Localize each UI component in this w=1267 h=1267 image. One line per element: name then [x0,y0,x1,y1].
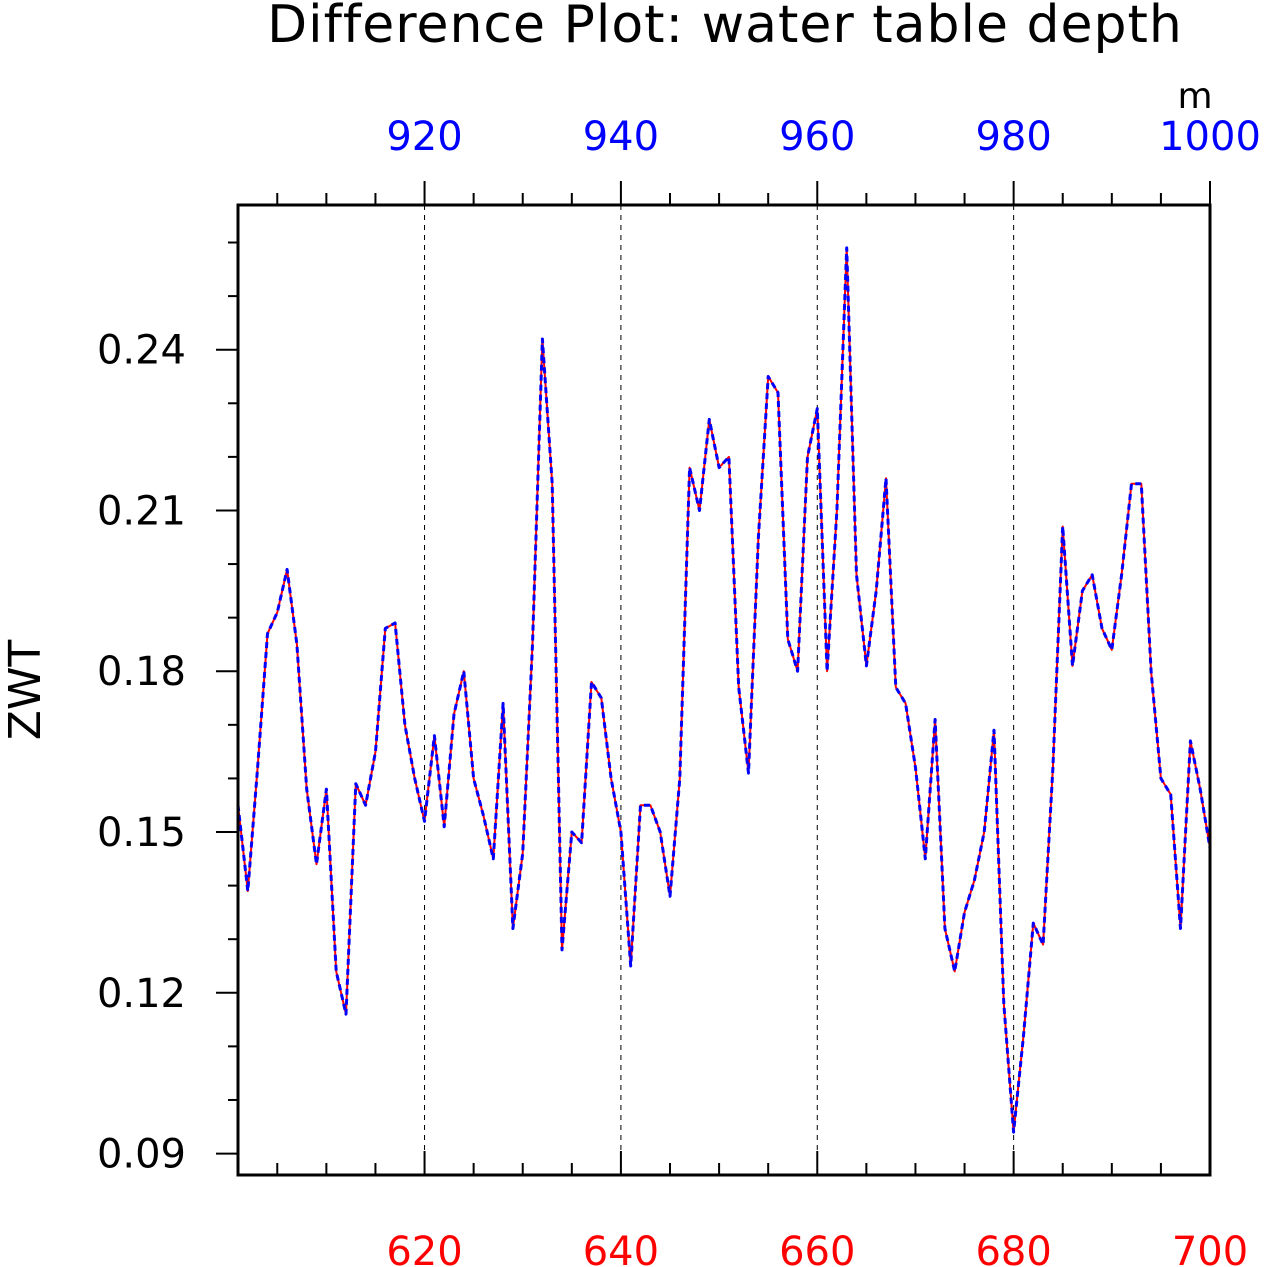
y-tick-label: 0.24 [97,328,186,374]
x-tick-label: 680 [975,1229,1051,1267]
grid-lines [424,205,1015,1175]
y-tick-label: 0.18 [97,649,186,695]
x-tick-label: 660 [779,1229,855,1267]
series-line-red [237,246,1211,1134]
x-tick-label: 700 [1172,1229,1248,1267]
x-top-tick-label: 960 [779,114,855,160]
y-tick-label: 0.21 [97,488,186,534]
x-top-tick-label: 920 [386,114,462,160]
y-tick-label: 0.12 [97,971,186,1017]
x-tick-label: 640 [583,1229,659,1267]
x-top-tick-label: 980 [975,114,1051,160]
series-line-blue-dashed [236,246,1212,1134]
series-lines [236,246,1212,1134]
x-top-tick-label: 940 [583,114,659,160]
y-axis-label: ZWT [0,640,51,741]
x-tick-label: 620 [386,1229,462,1267]
axis-ticks [216,181,1211,1175]
tick-labels: 620 640 660 680 700 920 940 960 980 1000 0.09 0.12 0… [97,114,1261,1267]
y-tick-label: 0.09 [97,1132,186,1178]
plot-frame [236,203,1212,1177]
x-top-tick-label: 1000 [1159,114,1261,160]
top-axis-unit: m [1177,76,1212,117]
y-tick-label: 0.15 [97,810,186,856]
chart-title: Difference Plot: water table depth [267,0,1183,55]
